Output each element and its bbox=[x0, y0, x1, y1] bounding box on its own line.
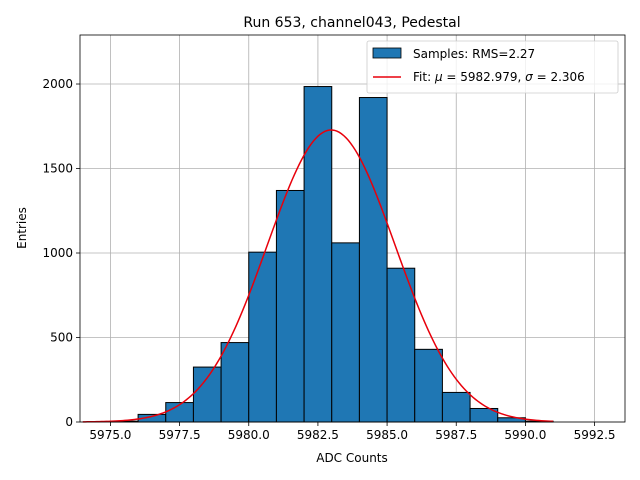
legend-fit-prefix: Fit: bbox=[413, 70, 435, 84]
y-tick-label: 0 bbox=[65, 415, 73, 429]
plot-frame bbox=[79, 34, 626, 423]
fit-curve bbox=[82, 129, 554, 423]
legend-samples-swatch bbox=[372, 47, 402, 59]
legend-fit-mu-value: = 5982.979, bbox=[443, 70, 526, 84]
legend-fit-sigma-symbol: σ bbox=[525, 70, 533, 84]
histogram-bar bbox=[220, 342, 250, 423]
x-axis-ticks: 5975.0 5977.5 5980.0 5982.5 5985.0 5987.5 5990… bbox=[89, 422, 616, 442]
x-tick-label: 5985.0 bbox=[366, 428, 408, 442]
histogram-bar bbox=[386, 267, 416, 423]
histogram-bar bbox=[331, 242, 360, 423]
legend-fit-mu-symbol: μ bbox=[434, 70, 443, 84]
x-tick-label: 5980.0 bbox=[228, 428, 270, 442]
y-tick-label: 500 bbox=[50, 331, 73, 345]
chart-title: Run 653, channel043, Pedestal bbox=[243, 15, 460, 31]
legend-fit-sigma-value: = 2.306 bbox=[533, 70, 585, 84]
x-tick-label: 5975.0 bbox=[89, 428, 131, 442]
y-tick-label: 2000 bbox=[42, 77, 73, 91]
y-tick-label: 1500 bbox=[42, 162, 73, 176]
legend-samples-label: Samples: RMS=2.27 bbox=[413, 47, 535, 61]
histogram-bar bbox=[441, 391, 471, 423]
y-tick-label: 1000 bbox=[42, 246, 73, 260]
x-tick-label: 5990.0 bbox=[504, 428, 546, 442]
histogram-bar bbox=[192, 366, 222, 423]
legend-box bbox=[366, 40, 619, 94]
legend: Samples: RMS=2.27 Fit: μ = 5982.979, σ =… bbox=[366, 40, 619, 94]
x-tick-label: 5987.5 bbox=[435, 428, 477, 442]
histogram-bar bbox=[414, 348, 443, 423]
histogram-bar bbox=[275, 189, 305, 423]
histogram-bars bbox=[109, 86, 554, 423]
histogram-bar bbox=[358, 97, 388, 423]
histogram-bar bbox=[248, 251, 277, 423]
y-axis-ticks: 0 500 1000 1500 2000 bbox=[42, 77, 80, 429]
x-tick-label: 5977.5 bbox=[159, 428, 201, 442]
legend-fit-label: Fit: μ = 5982.979, σ = 2.306 bbox=[413, 70, 585, 84]
x-tick-label: 5992.5 bbox=[574, 428, 616, 442]
x-axis-label: ADC Counts bbox=[316, 451, 388, 465]
y-axis-label: Entries bbox=[15, 207, 29, 249]
x-tick-label: 5982.5 bbox=[297, 428, 339, 442]
